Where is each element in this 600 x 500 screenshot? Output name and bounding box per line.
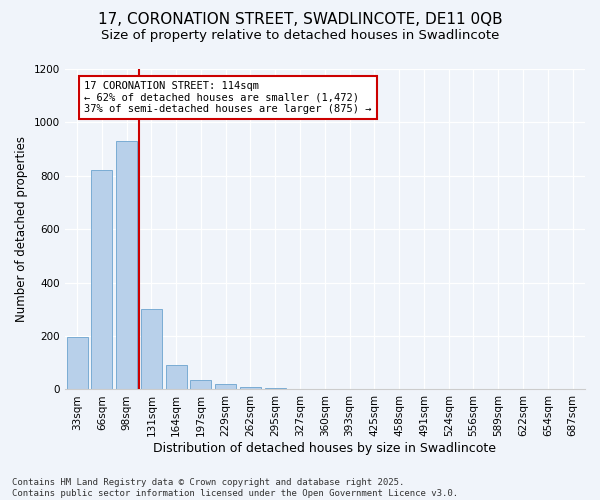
Text: 17 CORONATION STREET: 114sqm
← 62% of detached houses are smaller (1,472)
37% of: 17 CORONATION STREET: 114sqm ← 62% of de…: [85, 81, 372, 114]
Bar: [265, 388, 286, 390]
Bar: [166, 366, 187, 390]
Bar: [141, 310, 162, 390]
X-axis label: Distribution of detached houses by size in Swadlincote: Distribution of detached houses by size …: [154, 442, 496, 455]
Text: 17, CORONATION STREET, SWADLINCOTE, DE11 0QB: 17, CORONATION STREET, SWADLINCOTE, DE11…: [98, 12, 502, 28]
Bar: [91, 170, 112, 390]
Bar: [190, 380, 211, 390]
Bar: [116, 141, 137, 390]
Text: Size of property relative to detached houses in Swadlincote: Size of property relative to detached ho…: [101, 29, 499, 42]
Bar: [240, 387, 261, 390]
Y-axis label: Number of detached properties: Number of detached properties: [15, 136, 28, 322]
Bar: [67, 337, 88, 390]
Bar: [215, 384, 236, 390]
Text: Contains HM Land Registry data © Crown copyright and database right 2025.
Contai: Contains HM Land Registry data © Crown c…: [12, 478, 458, 498]
